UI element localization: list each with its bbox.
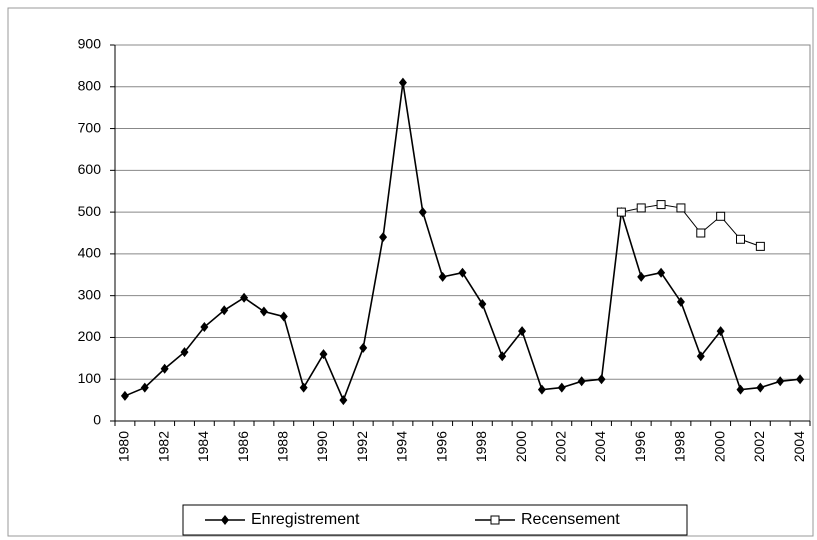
marker xyxy=(120,390,129,401)
marker xyxy=(716,211,726,221)
marker xyxy=(676,296,685,307)
y-tick-label: 900 xyxy=(78,36,102,52)
marker xyxy=(756,382,765,393)
marker xyxy=(458,267,467,278)
x-tick-label: 1980 xyxy=(116,431,132,462)
marker xyxy=(657,267,666,278)
x-tick-label: 1996 xyxy=(632,431,648,462)
marker xyxy=(498,351,507,362)
marker xyxy=(676,203,686,213)
x-tick-label: 2004 xyxy=(592,431,608,462)
marker xyxy=(200,322,209,332)
x-tick-label: 1990 xyxy=(314,431,330,462)
legend-label: Enregistrement xyxy=(251,511,360,528)
marker xyxy=(490,515,500,525)
y-tick-label: 300 xyxy=(78,286,102,302)
marker xyxy=(637,271,646,282)
y-tick-label: 500 xyxy=(78,203,102,219)
x-tick-label: 1984 xyxy=(195,431,211,462)
x-tick-label: 2002 xyxy=(552,431,568,462)
x-tick-label: 1986 xyxy=(235,431,251,462)
marker xyxy=(537,384,546,395)
marker xyxy=(299,382,308,393)
y-tick-label: 100 xyxy=(78,370,102,386)
marker xyxy=(716,326,725,337)
marker xyxy=(597,374,606,385)
marker xyxy=(696,228,706,238)
y-tick-label: 200 xyxy=(78,328,102,344)
y-tick-label: 0 xyxy=(93,412,101,428)
marker xyxy=(160,363,169,374)
marker xyxy=(221,515,229,525)
marker xyxy=(220,305,229,316)
chart-border xyxy=(7,7,814,537)
marker xyxy=(636,203,646,213)
marker xyxy=(319,349,328,360)
marker xyxy=(796,374,805,385)
x-tick-label: 1994 xyxy=(394,431,410,462)
legend-label: Recensement xyxy=(521,511,620,528)
marker xyxy=(259,306,268,317)
marker xyxy=(240,292,249,303)
marker xyxy=(140,382,149,393)
marker xyxy=(696,351,705,362)
y-tick-label: 400 xyxy=(78,245,102,261)
x-tick-label: 1992 xyxy=(354,431,370,462)
marker xyxy=(339,395,348,406)
marker xyxy=(736,234,745,244)
marker xyxy=(398,77,407,88)
x-tick-label: 1988 xyxy=(274,431,290,462)
x-tick-label: 1996 xyxy=(433,431,449,462)
marker xyxy=(776,376,785,387)
x-tick-label: 2000 xyxy=(513,431,529,462)
x-tick-label: 2002 xyxy=(751,431,767,462)
x-tick-label: 2004 xyxy=(791,431,807,462)
marker xyxy=(577,376,586,387)
marker xyxy=(518,326,527,337)
marker xyxy=(180,347,189,358)
x-tick-label: 1998 xyxy=(473,431,489,462)
x-tick-label: 1998 xyxy=(672,431,688,462)
marker xyxy=(557,382,566,393)
x-tick-label: 1982 xyxy=(155,431,171,462)
marker xyxy=(359,342,368,353)
marker xyxy=(616,207,626,217)
y-tick-label: 800 xyxy=(78,77,102,93)
marker xyxy=(438,271,447,282)
marker xyxy=(279,311,288,322)
y-tick-label: 700 xyxy=(78,119,102,135)
marker xyxy=(656,200,666,210)
y-tick-label: 600 xyxy=(78,161,102,177)
marker xyxy=(478,299,487,310)
marker xyxy=(755,241,765,251)
marker xyxy=(736,384,745,395)
x-tick-label: 2000 xyxy=(711,431,727,462)
legend-box xyxy=(182,504,688,536)
marker xyxy=(418,207,427,218)
marker xyxy=(379,232,388,243)
